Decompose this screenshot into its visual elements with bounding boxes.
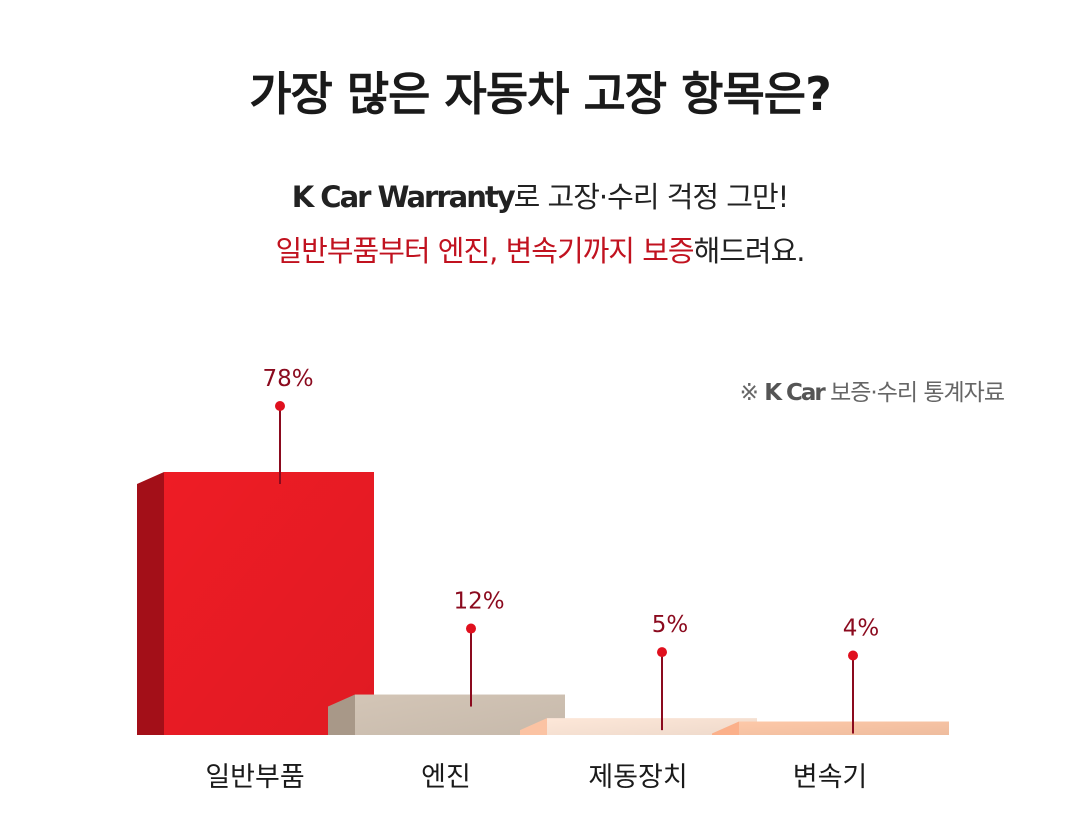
subtitle-line-1: K Car Warranty로 고장·수리 걱정 그만! (0, 174, 1080, 216)
source-note: ※ K Car 보증·수리 통계자료 (739, 373, 1005, 407)
bar-side-1 (137, 472, 164, 735)
source-rest: 보증·수리 통계자료 (823, 380, 1005, 406)
subtitle-line-2-rest: 해드려요. (693, 234, 806, 268)
subtitle-brand: K Car Warranty (291, 180, 516, 214)
bar-side-4 (712, 721, 739, 735)
category-label-3: 제동장치 (588, 762, 687, 793)
subtitle-line-2: 일반부품부터 엔진, 변속기까지 보증해드려요. (0, 228, 1080, 270)
bar-shade-3 (547, 718, 757, 735)
value-label-2: 12% (453, 589, 504, 615)
category-label-4: 변속기 (793, 762, 868, 793)
pin-dot-4 (848, 650, 858, 661)
value-label-3: 5% (652, 612, 689, 638)
source-brand: K Car (764, 380, 826, 406)
category-label-2: 엔진 (421, 762, 471, 793)
bar-side-2 (328, 694, 355, 735)
pin-dot-3 (657, 647, 667, 658)
value-label-1: 78% (262, 366, 313, 392)
source-prefix: ※ (739, 380, 765, 406)
bar-side-3 (520, 718, 547, 735)
pin-dot-1 (275, 401, 285, 411)
value-label-4: 4% (843, 616, 880, 642)
bar-shade-4 (739, 721, 949, 735)
bar-shade-1 (164, 472, 374, 735)
subtitle-rest: 로 고장·수리 걱정 그만! (513, 180, 790, 214)
subtitle-accent: 일반부품부터 엔진, 변속기까지 보증 (275, 234, 694, 268)
category-label-1: 일반부품 (205, 762, 304, 793)
pin-dot-2 (466, 623, 476, 634)
page-title: 가장 많은 자동차 고장 항목은? (249, 67, 832, 121)
